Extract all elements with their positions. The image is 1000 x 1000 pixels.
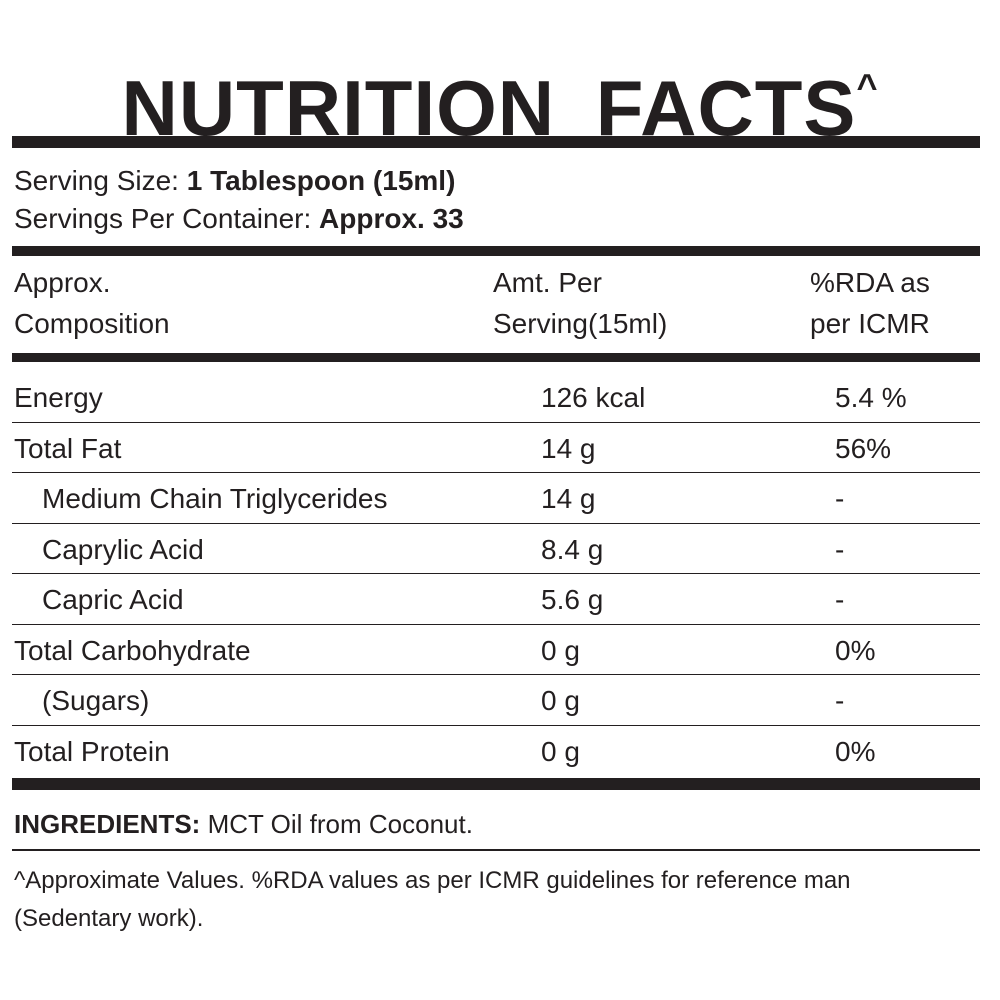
nutrient-table: Energy 126 kcal 5.4 % Total Fat 14 g 56% Mediu… <box>12 372 980 775</box>
servings-per-container: Servings Per Container: Approx. 33 <box>14 199 464 239</box>
thick-rule <box>12 136 980 148</box>
rda: 0% <box>835 634 876 666</box>
amount: 14 g <box>541 483 596 514</box>
thick-rule <box>12 246 980 256</box>
amount: 5.6 g <box>541 584 604 615</box>
title-mark: ^ <box>856 66 879 107</box>
column-header: Approx. <box>14 267 111 298</box>
thick-rule <box>12 778 980 790</box>
nutrient-row: Total Fat 14 g 56% <box>12 423 980 473</box>
rda: 5.4 % <box>835 382 907 413</box>
column-header: per ICMR <box>810 308 930 339</box>
amount: 0 g <box>541 634 580 666</box>
nutrient-name: Total Fat <box>14 432 122 464</box>
footnote: ^Approximate Values. %RDA values as per … <box>14 867 851 932</box>
label: INGREDIENTS: <box>14 809 201 839</box>
rda: - <box>835 584 845 615</box>
nutrient-row: Total Carbohydrate 0 g 0% <box>12 625 980 675</box>
value: MCT Oil from Coconut. <box>207 809 473 839</box>
label: Servings Per Container: <box>14 203 312 234</box>
nutrient-name: Total Carbohydrate <box>14 634 251 666</box>
nutrient-name: (Sugars) <box>42 685 150 716</box>
serving-size: Serving Size: 1 Tablespoon (15ml) <box>14 161 455 201</box>
thin-rule <box>12 849 980 851</box>
ingredients: INGREDIENTS: MCT Oil from Coconut. <box>14 804 473 844</box>
thick-rule <box>12 353 980 362</box>
amount: 126 kcal <box>541 382 646 413</box>
nutrient-row: Medium Chain Triglycerides 14 g - <box>12 473 980 524</box>
nutrient-row: Capric Acid 5.6 g - <box>12 574 980 625</box>
label: Serving Size: <box>14 165 179 196</box>
nutrient-row: Caprylic Acid 8.4 g - <box>12 524 980 574</box>
rda: - <box>835 483 845 514</box>
rda: - <box>835 685 845 716</box>
nutrient-name: Energy <box>14 382 103 413</box>
nutrient-name: Total Protein <box>14 735 170 767</box>
rda: - <box>835 533 845 565</box>
nutrient-name: Medium Chain Triglycerides <box>42 483 388 514</box>
column-header: Serving(15ml) <box>493 308 668 339</box>
column-header: Composition <box>14 308 170 339</box>
nutrient-row: Total Protein 0 g 0% <box>12 726 980 776</box>
nutrient-name: Capric Acid <box>42 584 184 615</box>
column-header: Amt. Per <box>493 267 602 298</box>
rda: 0% <box>835 735 876 767</box>
nutrient-row: (Sugars) 0 g - <box>12 675 980 726</box>
value: 1 Tablespoon (15ml) <box>186 165 456 196</box>
rda: 56% <box>835 432 892 464</box>
nutrient-row: Energy 126 kcal 5.4 % <box>12 372 980 423</box>
amount: 14 g <box>541 432 596 464</box>
amount: 0 g <box>541 735 580 767</box>
value: Approx. 33 <box>319 203 464 234</box>
nutrient-name: Caprylic Acid <box>42 533 204 565</box>
amount: 0 g <box>541 685 580 716</box>
column-header: %RDA as <box>810 267 930 298</box>
amount: 8.4 g <box>541 533 604 565</box>
